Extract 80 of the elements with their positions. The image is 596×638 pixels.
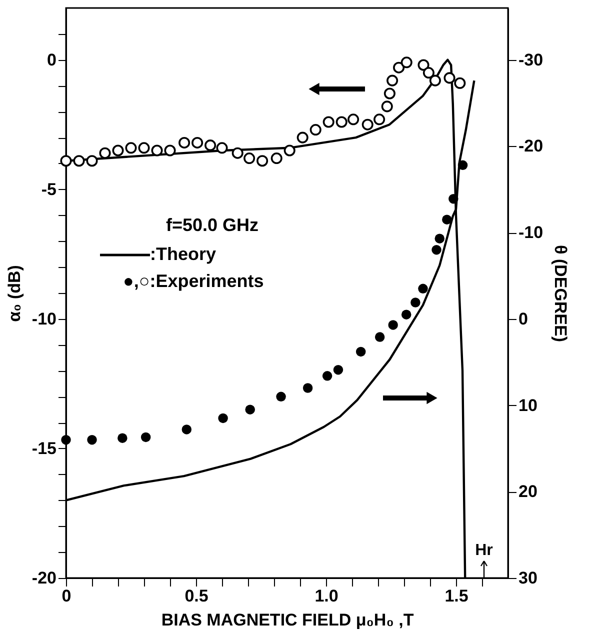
- y2-tick-label: 30: [518, 568, 538, 588]
- x-tick-label: 1.0: [314, 586, 338, 606]
- point: [448, 194, 458, 204]
- point: [348, 114, 360, 126]
- y-tick-label: -10: [32, 309, 56, 328]
- point: [256, 155, 268, 167]
- point: [204, 140, 216, 152]
- point: [418, 59, 430, 71]
- point: [384, 88, 396, 100]
- point: [284, 144, 296, 156]
- point: [232, 147, 244, 159]
- x-tick-label: 0.5: [184, 586, 208, 606]
- point: [374, 332, 385, 342]
- point: [322, 371, 332, 381]
- point: [322, 116, 334, 128]
- x-tick-label: 0: [62, 586, 72, 606]
- point: [333, 365, 344, 375]
- point: [434, 234, 444, 244]
- point: [61, 434, 71, 445]
- point: [442, 214, 452, 224]
- point: [164, 144, 176, 156]
- point: [400, 56, 412, 68]
- point: [276, 392, 286, 402]
- point: [302, 383, 313, 393]
- x-axis-title: BIAS MAGNETIC FIELD μ₀H₀ ,T: [161, 610, 414, 630]
- point: [178, 136, 190, 148]
- y-axis-title: α₀ (dB): [4, 265, 24, 322]
- annotation: Hr: [475, 542, 493, 559]
- y-tick-label: -15: [32, 438, 56, 458]
- y2-tick-label: 10: [518, 396, 538, 415]
- point: [422, 67, 434, 79]
- y2-axis-title: θ (DEGREE): [551, 244, 570, 342]
- point: [140, 432, 151, 442]
- annotation: f=50.0 GHz: [166, 215, 259, 235]
- point: [444, 72, 456, 84]
- point: [118, 433, 128, 443]
- y2-tick-label: -20: [518, 136, 544, 156]
- point: [432, 244, 442, 255]
- point: [216, 142, 228, 154]
- point: [296, 132, 308, 144]
- point: [429, 74, 441, 86]
- point: [418, 284, 428, 294]
- point: [87, 434, 97, 445]
- point: [393, 62, 405, 74]
- point: [125, 142, 137, 154]
- y2-tick-label: 0: [518, 309, 528, 328]
- y2-tick-label: -30: [518, 50, 544, 70]
- point: [386, 74, 398, 86]
- point: [218, 413, 228, 424]
- point: [112, 144, 124, 156]
- point: [73, 155, 85, 167]
- point: [454, 77, 466, 89]
- annotation: :Theory: [150, 244, 216, 264]
- point: [388, 320, 398, 330]
- y-tick-label: 0: [47, 50, 56, 70]
- point: [86, 155, 98, 167]
- point: [381, 100, 393, 112]
- point: [270, 152, 282, 164]
- x-tick-label: 1.5: [444, 586, 468, 606]
- point: [410, 298, 420, 308]
- point: [374, 114, 386, 126]
- point: [356, 346, 366, 357]
- y-tick-label: -5: [41, 180, 56, 199]
- y2-tick-label: -10: [518, 223, 544, 242]
- point: [310, 124, 322, 136]
- point: [99, 147, 111, 159]
- point: [458, 160, 468, 170]
- point: [138, 142, 150, 154]
- point: [362, 118, 374, 130]
- y2-tick-label: 20: [518, 482, 538, 502]
- point: [244, 152, 256, 164]
- point: [336, 116, 348, 128]
- point: [245, 404, 255, 414]
- y-tick-label: -20: [32, 568, 56, 588]
- point: [182, 424, 192, 434]
- point: [151, 144, 163, 156]
- point: [60, 155, 72, 167]
- point: [192, 136, 204, 148]
- point: [401, 310, 412, 320]
- annotation: ●,○:Experiments: [123, 271, 264, 291]
